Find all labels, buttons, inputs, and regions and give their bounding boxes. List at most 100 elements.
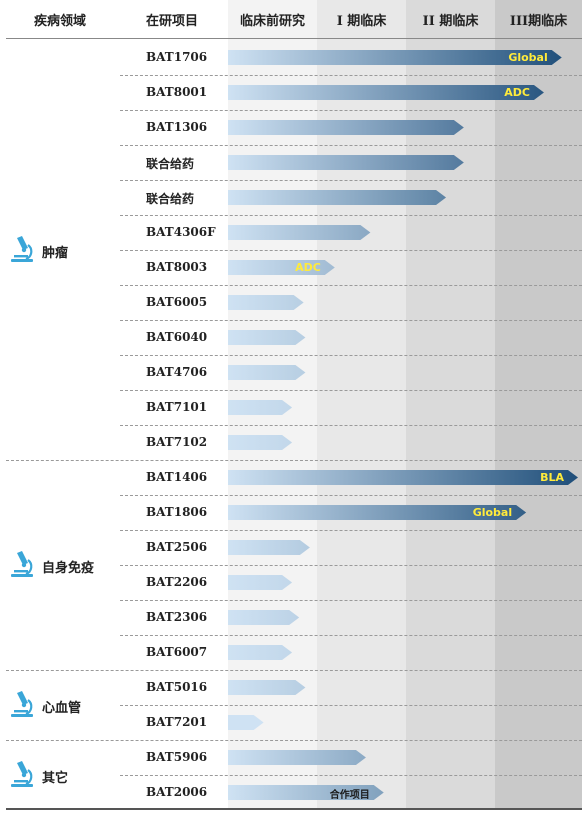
- project-label: BAT8001: [146, 84, 208, 99]
- project-label: BAT2506: [146, 539, 208, 554]
- stage-badge: ADC: [295, 260, 321, 274]
- bar-arrow-shape: [228, 120, 464, 135]
- bar-arrow-shape: [228, 785, 384, 800]
- disease-label: 其它: [42, 770, 69, 786]
- progress-bar: [228, 329, 306, 346]
- project-label: BAT1406: [146, 469, 208, 484]
- bar-arrow-shape: [228, 190, 447, 205]
- bottom-divider: [6, 808, 582, 810]
- progress-bar: [228, 119, 464, 136]
- bar-arrow-shape: [228, 540, 310, 555]
- bar-arrow-shape: [228, 295, 304, 310]
- header-disease: 疾病领域: [34, 14, 87, 29]
- project-label: 联合给药: [146, 191, 195, 206]
- bar-arrow-shape: [228, 330, 306, 345]
- project-label: 联合给药: [146, 156, 195, 171]
- row-divider: [120, 530, 582, 531]
- progress-bar: [228, 469, 578, 486]
- row-divider: [120, 565, 582, 566]
- bar-arrow-shape: [228, 750, 366, 765]
- disease-label: 自身免疫: [42, 560, 95, 576]
- progress-bar: [228, 259, 335, 276]
- bar-arrow-shape: [228, 400, 293, 415]
- disease-group: 自身免疫: [8, 549, 94, 583]
- row-divider: [120, 600, 582, 601]
- bar-arrow-shape: [228, 505, 527, 520]
- disease-group: 其它: [8, 759, 68, 793]
- row-divider: [120, 390, 582, 391]
- bar-arrow-shape: [228, 50, 562, 65]
- progress-bar: [228, 224, 371, 241]
- progress-bar: [228, 399, 293, 416]
- bar-arrow-shape: [228, 365, 306, 380]
- row-divider: [120, 145, 582, 146]
- project-label: BAT1306: [146, 119, 208, 134]
- bar-arrow-shape: [228, 680, 306, 695]
- bar-arrow-shape: [228, 645, 293, 660]
- header-project: 在研项目: [146, 14, 199, 29]
- row-divider: [6, 740, 582, 741]
- microscope-icon: [8, 689, 38, 723]
- progress-bar: [228, 504, 527, 521]
- project-label: BAT5906: [146, 749, 208, 764]
- progress-bar: [228, 189, 447, 206]
- progress-bar: [228, 84, 544, 101]
- project-label: BAT6005: [146, 294, 208, 309]
- header-phase1: I 期临床: [336, 14, 387, 29]
- header-phase2: II 期临床: [422, 14, 479, 29]
- bar-arrow-shape: [228, 610, 300, 625]
- row-divider: [120, 320, 582, 321]
- header-phase3: III期临床: [509, 14, 568, 29]
- bar-arrow-shape: [228, 155, 464, 170]
- microscope-icon: [8, 234, 38, 268]
- row-divider: [120, 635, 582, 636]
- progress-bar: [228, 49, 562, 66]
- project-label: BAT4306F: [146, 224, 216, 239]
- progress-bar: [228, 539, 310, 556]
- project-label: BAT5016: [146, 679, 208, 694]
- progress-bar: [228, 679, 306, 696]
- bar-arrow-shape: [228, 470, 578, 485]
- project-label: BAT7101: [146, 399, 208, 414]
- project-label: BAT1806: [146, 504, 208, 519]
- row-divider: [120, 215, 582, 216]
- project-label: BAT2306: [146, 609, 208, 624]
- stage-badge: ADC: [504, 85, 530, 99]
- disease-label: 心血管: [42, 700, 82, 716]
- progress-bar: [228, 434, 293, 451]
- row-divider: [120, 285, 582, 286]
- row-divider: [120, 250, 582, 251]
- row-divider: [120, 355, 582, 356]
- row-divider: [120, 110, 582, 111]
- row-divider: [120, 180, 582, 181]
- progress-bar: [228, 574, 293, 591]
- progress-bar: [228, 364, 306, 381]
- phase3-column: [495, 0, 582, 810]
- progress-bar: [228, 749, 366, 766]
- project-label: BAT8003: [146, 259, 208, 274]
- bar-arrow-shape: [228, 85, 544, 100]
- progress-bar: [228, 784, 384, 801]
- bar-arrow-shape: [228, 715, 264, 730]
- stage-badge: Global: [472, 505, 513, 519]
- disease-group: 肿瘤: [8, 234, 68, 268]
- header-preclinical: 临床前研究: [239, 14, 305, 29]
- project-label: BAT1706: [146, 49, 208, 64]
- bar-arrow-shape: [228, 225, 371, 240]
- row-divider: [6, 460, 582, 461]
- row-divider: [120, 705, 582, 706]
- disease-group: 心血管: [8, 689, 81, 723]
- progress-bar: [228, 609, 300, 626]
- stage-badge: 合作项目: [329, 789, 370, 801]
- project-label: BAT6040: [146, 329, 208, 344]
- row-divider: [6, 670, 582, 671]
- disease-label: 肿瘤: [42, 245, 69, 261]
- progress-bar: [228, 154, 464, 171]
- project-label: BAT2006: [146, 784, 208, 799]
- row-divider: [120, 495, 582, 496]
- stage-badge: BLA: [540, 470, 564, 484]
- bar-arrow-shape: [228, 435, 293, 450]
- microscope-icon: [8, 759, 38, 793]
- stage-badge: Global: [508, 50, 548, 64]
- header-divider: [6, 38, 582, 39]
